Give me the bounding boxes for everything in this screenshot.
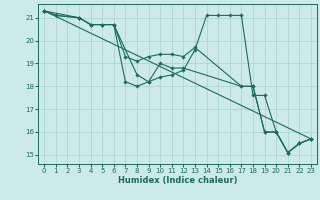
X-axis label: Humidex (Indice chaleur): Humidex (Indice chaleur) bbox=[118, 176, 237, 185]
